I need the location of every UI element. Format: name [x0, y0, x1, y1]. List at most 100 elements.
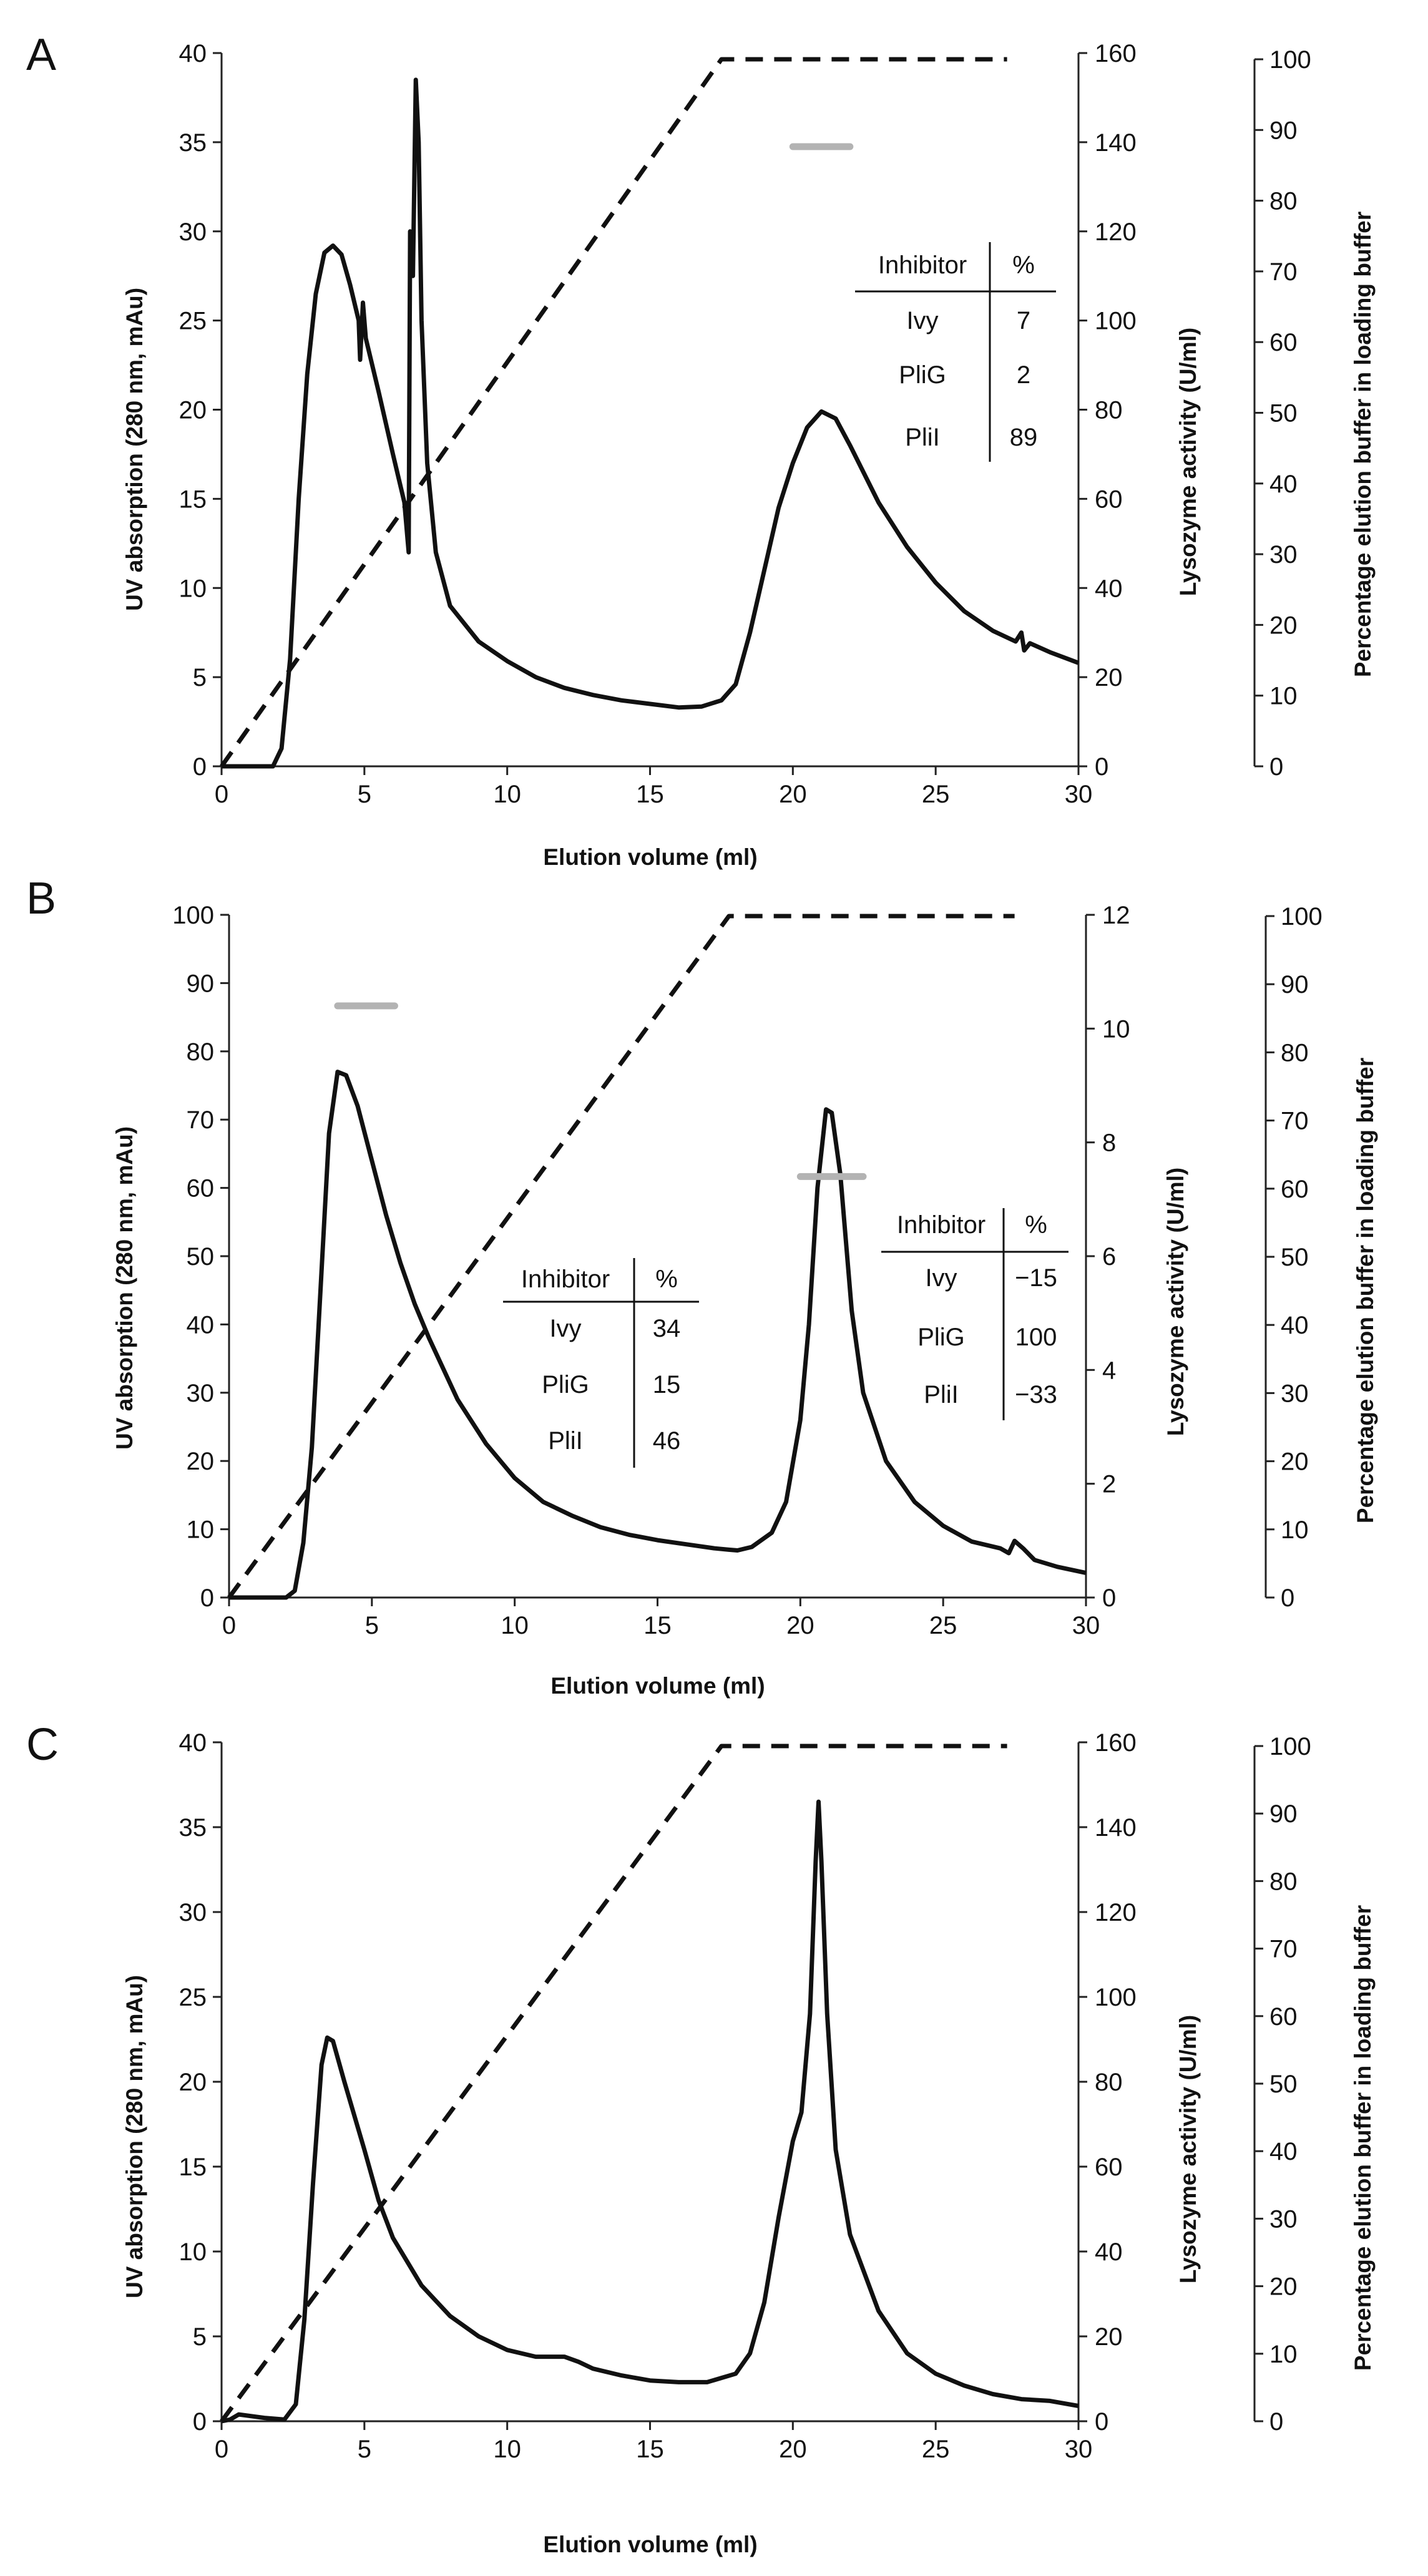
left-tick-label: 30 [187, 1380, 215, 1407]
panel-c-xlabel: Elution volume (ml) [543, 2532, 757, 2557]
right-tick-label: 60 [1095, 485, 1123, 513]
x-tick-label: 5 [365, 1612, 379, 1639]
percentage-tick-label: 30 [1281, 1380, 1309, 1407]
elution-gradient-line [227, 914, 1015, 1599]
left-tick-label: 5 [193, 2323, 207, 2351]
left-tick-label: 30 [179, 218, 207, 246]
panel-c: C 0 5 10 15 20 25 30 0 5 10 15 20 25 30 35 40 0 20 40 60 8… [26, 1720, 1376, 2557]
panel-b-xlabel: Elution volume (ml) [550, 1673, 765, 1699]
panel-b-percentage-axis: 0 10 20 30 40 50 60 70 80 90 100 [1264, 903, 1323, 1612]
percentage-tick-label: 90 [1269, 117, 1298, 144]
left-tick-label: 15 [179, 2154, 207, 2181]
inset2-header-percent: % [1025, 1211, 1047, 1239]
left-tick-label: 0 [200, 1584, 214, 1612]
inset-header-percent: % [1012, 251, 1035, 279]
x-tick-label: 30 [1072, 1612, 1100, 1639]
elution-gradient-line [220, 1744, 1007, 2423]
panel-c-percentage-axis: 0 10 20 30 40 50 60 70 80 90 100 [1253, 1733, 1311, 2436]
panel-b-inset-table-2: Inhibitor % Ivy −15 PliG 100 PliI −33 [881, 1208, 1069, 1420]
right-tick-label: 140 [1095, 129, 1137, 157]
x-tick-label: 0 [215, 781, 228, 808]
panel-b-letter: B [26, 874, 56, 924]
uv-absorption-line [221, 1799, 1079, 2424]
percentage-tick-label: 100 [1269, 1733, 1311, 1760]
percentage-tick-label: 50 [1281, 1244, 1309, 1271]
panel-a-right-axis: 0 20 40 60 80 100 120 140 160 [1077, 40, 1137, 781]
inset1-header-inhibitor: Inhibitor [521, 1266, 610, 1293]
percentage-tick-label: 10 [1269, 683, 1298, 710]
inset2-row-plig-name: PliG [917, 1324, 965, 1351]
left-tick-label: 20 [179, 2069, 207, 2096]
panel-c-right-axis: 0 20 40 60 80 100 120 140 160 [1077, 1729, 1137, 2436]
x-tick-label: 15 [636, 2436, 664, 2463]
left-tick-label: 35 [179, 129, 207, 157]
left-tick-label: 80 [187, 1038, 215, 1066]
inset2-row-plii-name: PliI [924, 1381, 959, 1408]
panel-c-left-axis: 0 5 10 15 20 25 30 35 40 [179, 1729, 223, 2436]
right-tick-label: 20 [1095, 2323, 1123, 2351]
panel-a-series [220, 57, 1080, 769]
left-tick-label: 40 [179, 1729, 207, 1757]
percentage-tick-label: 30 [1269, 2205, 1298, 2233]
inset2-row-plig-value: 100 [1015, 1324, 1057, 1351]
right-tick-label: 140 [1095, 1814, 1137, 1842]
right-tick-label: 160 [1095, 1729, 1137, 1757]
left-tick-label: 30 [179, 1899, 207, 1926]
left-tick-label: 40 [187, 1311, 215, 1339]
left-tick-label: 10 [179, 2238, 207, 2266]
right-tick-label: 40 [1095, 2238, 1123, 2266]
right-tick-label: 12 [1102, 902, 1130, 929]
inset-row-plig-name: PliG [899, 361, 946, 389]
percentage-tick-label: 10 [1281, 1516, 1309, 1544]
right-tick-label: 80 [1095, 2069, 1123, 2096]
left-tick-label: 10 [179, 575, 207, 602]
percentage-tick-label: 40 [1269, 471, 1298, 498]
left-tick-label: 35 [179, 1814, 207, 1842]
inset2-row-plii-value: −33 [1015, 1381, 1057, 1408]
x-tick-label: 30 [1065, 2436, 1093, 2463]
left-tick-label: 70 [187, 1106, 215, 1134]
left-tick-label: 5 [193, 664, 207, 691]
inset-row-plii-value: 89 [1010, 424, 1038, 451]
inset1-row-plig-name: PliG [542, 1371, 589, 1398]
panel-a-ylabel-right: Lysozyme activity (U/ml) [1175, 328, 1201, 596]
inset-row-plii-name: PliI [905, 424, 940, 451]
percentage-tick-label: 10 [1269, 2341, 1298, 2368]
left-tick-label: 50 [187, 1243, 215, 1271]
right-tick-label: 8 [1102, 1129, 1116, 1157]
left-tick-label: 0 [193, 2408, 207, 2436]
percentage-tick-label: 70 [1281, 1108, 1309, 1135]
panel-a-letter: A [26, 30, 56, 80]
inset2-row-ivy-value: −15 [1015, 1264, 1057, 1292]
uv-absorption-line [222, 77, 1080, 769]
inset-header-inhibitor: Inhibitor [878, 251, 967, 279]
x-tick-label: 25 [922, 781, 950, 808]
right-tick-label: 0 [1095, 2408, 1108, 2436]
percentage-tick-label: 50 [1269, 2071, 1298, 2098]
left-tick-label: 20 [179, 397, 207, 424]
percentage-tick-label: 80 [1281, 1039, 1309, 1066]
right-tick-label: 0 [1095, 753, 1108, 781]
percentage-tick-label: 40 [1269, 2138, 1298, 2165]
x-tick-label: 10 [493, 2436, 521, 2463]
inset2-row-ivy-name: Ivy [925, 1264, 957, 1292]
elution-gradient-line [220, 57, 1007, 768]
x-tick-label: 15 [643, 1612, 672, 1639]
right-tick-label: 120 [1095, 1899, 1137, 1926]
percentage-tick-label: 100 [1281, 903, 1323, 930]
panel-b-ylabel-right2: Percentage elution buffer in loading buf… [1352, 1058, 1378, 1523]
left-tick-label: 25 [179, 308, 207, 335]
inset1-row-ivy-name: Ivy [549, 1315, 581, 1342]
panel-c-ylabel-right: Lysozyme activity (U/ml) [1175, 2015, 1201, 2283]
percentage-tick-label: 60 [1281, 1176, 1309, 1203]
left-tick-label: 10 [187, 1516, 215, 1544]
left-tick-label: 40 [179, 40, 207, 67]
panel-b-ylabel-right: Lysozyme activity (U/ml) [1163, 1168, 1188, 1436]
panel-b-x-axis: 0 5 10 15 20 25 30 [222, 1596, 1100, 1639]
panel-a-ylabel-right2: Percentage elution buffer in loading buf… [1350, 212, 1376, 677]
percentage-tick-label: 60 [1269, 2003, 1298, 2031]
percentage-tick-label: 0 [1269, 2408, 1283, 2436]
panel-a-inset-table: Inhibitor % Ivy 7 PliG 2 PliI 89 [855, 242, 1056, 462]
